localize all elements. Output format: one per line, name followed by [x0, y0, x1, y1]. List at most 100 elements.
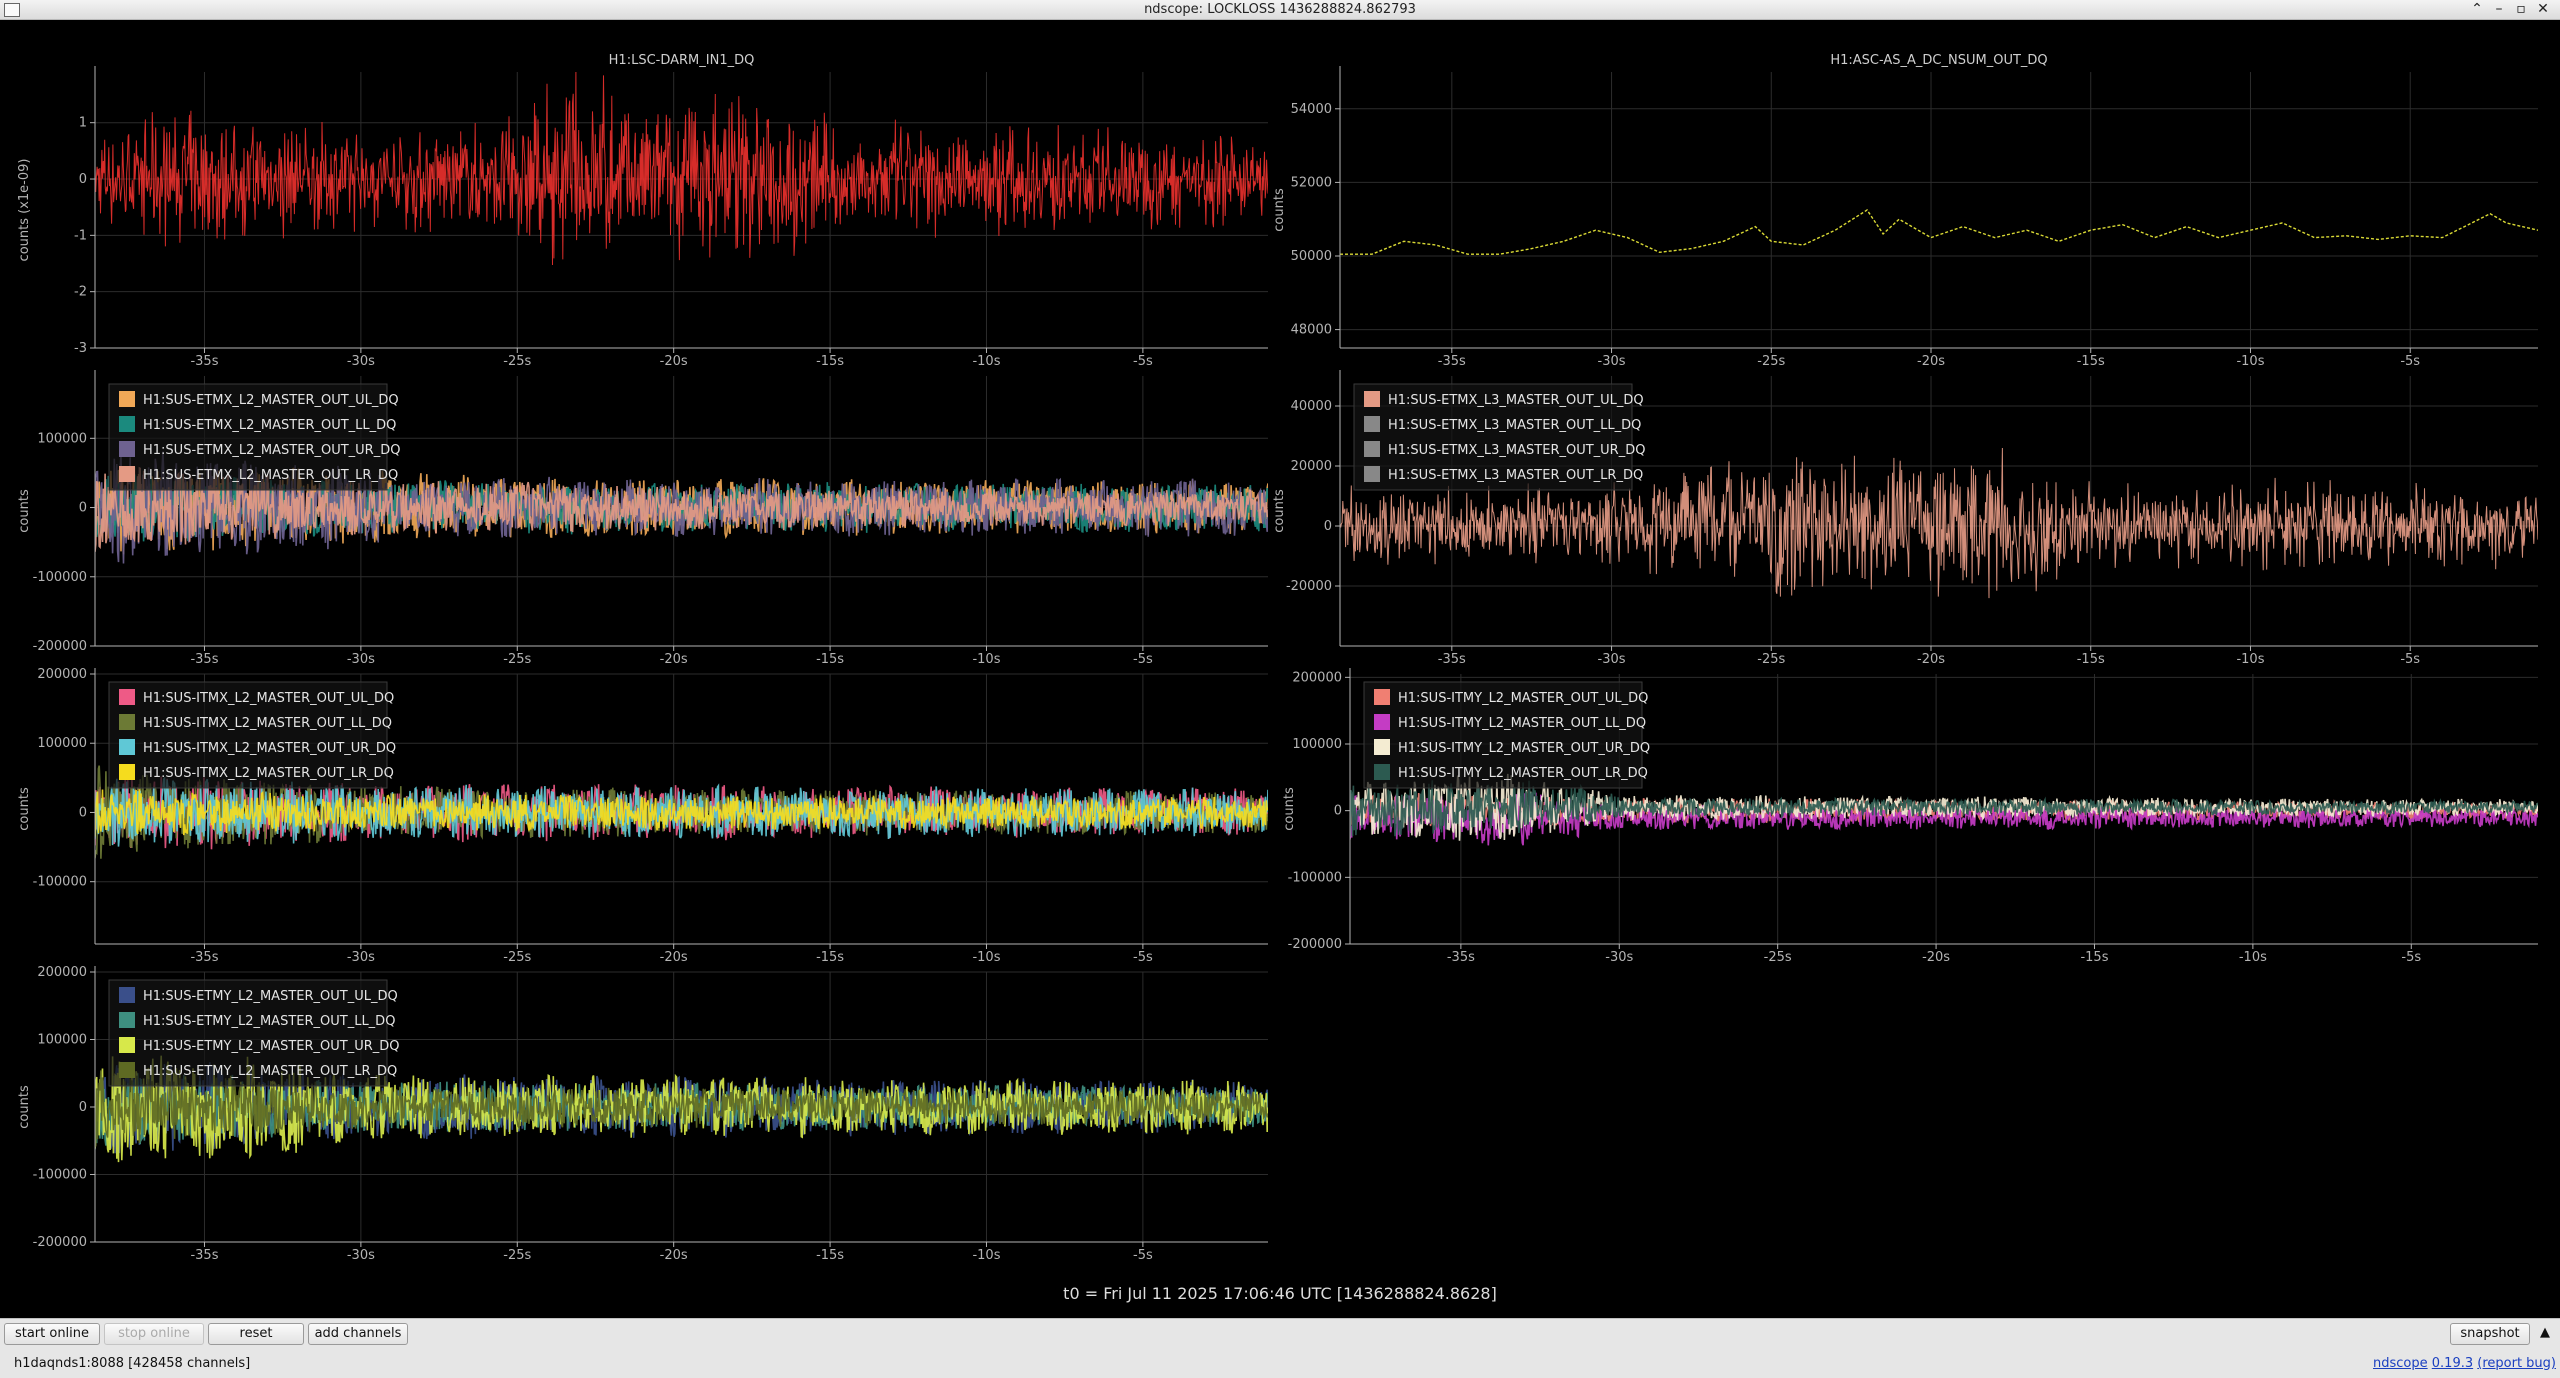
series-line-4: [95, 466, 1268, 552]
maximize-window-button[interactable]: ▫: [2516, 1, 2526, 17]
y-axis-label: counts: [1272, 188, 1287, 232]
legend-label[interactable]: H1:SUS-ETMX_L2_MASTER_OUT_LL_DQ: [143, 418, 396, 433]
plot-area: H1:LSC-DARM_IN1_DQ -35s -30s -25s -20s -15s -1…: [0, 20, 2560, 1318]
statusbar: h1daqnds1:8088 [428458 channels] ndscope…: [0, 1350, 2560, 1378]
legend-label[interactable]: H1:SUS-ETMX_L2_MASTER_OUT_LR_DQ: [143, 468, 398, 483]
shade-window-button[interactable]: ⌃: [2471, 1, 2483, 17]
legend-box: [108, 383, 388, 491]
x-tick-label: -30s: [1598, 652, 1626, 667]
start-online-button[interactable]: start online: [4, 1323, 100, 1345]
legend-swatch: [1364, 441, 1380, 457]
legend-label[interactable]: H1:SUS-ETMY_L2_MASTER_OUT_UR_DQ: [143, 1039, 400, 1054]
x-tick-label: -30s: [1605, 950, 1633, 965]
x-tick-label: -15s: [2080, 950, 2108, 965]
y-tick-label: 0: [1324, 519, 1332, 534]
legend-swatch: [119, 739, 135, 755]
y-tick-label: 40000: [1291, 399, 1332, 414]
chart-title: H1:ASC-AS_A_DC_NSUM_OUT_DQ: [1830, 53, 2047, 68]
x-tick-label: -35s: [1438, 652, 1466, 667]
x-tick-label: -5s: [2400, 354, 2420, 369]
y-tick-label: -100000: [33, 1168, 87, 1183]
y-tick-label: 48000: [1291, 323, 1332, 338]
y-tick-label: 0: [79, 172, 87, 187]
legend-label[interactable]: H1:SUS-ITMY_L2_MASTER_OUT_LL_DQ: [1398, 716, 1646, 731]
series-line-3: [95, 451, 1268, 564]
legend-label[interactable]: H1:SUS-ITMX_L2_MASTER_OUT_LR_DQ: [143, 766, 394, 781]
legend-label[interactable]: H1:SUS-ETMY_L2_MASTER_OUT_LL_DQ: [143, 1014, 395, 1029]
toolbar: start online stop online reset add chann…: [0, 1318, 2560, 1350]
x-tick-label: -10s: [972, 652, 1000, 667]
report-bug-link[interactable]: (report bug): [2477, 1356, 2556, 1371]
legend-label[interactable]: H1:SUS-ETMX_L3_MASTER_OUT_UL_DQ: [1388, 393, 1644, 408]
legend-swatch: [1364, 466, 1380, 482]
x-tick-label: -20s: [660, 950, 688, 965]
reset-button[interactable]: reset: [208, 1323, 304, 1345]
x-tick-label: -35s: [190, 652, 218, 667]
legend-label[interactable]: H1:SUS-ITMY_L2_MASTER_OUT_UR_DQ: [1398, 741, 1650, 756]
add-channels-button[interactable]: add channels: [308, 1323, 408, 1345]
chart-panel-3: -35s -30s -25s -20s -15s -10s -5s 100000 0 -10000…: [17, 370, 1268, 667]
app-icon: [4, 3, 20, 17]
legend-label[interactable]: H1:SUS-ETMX_L2_MASTER_OUT_UL_DQ: [143, 393, 399, 408]
x-tick-label: -25s: [503, 354, 531, 369]
x-tick-label: -30s: [347, 950, 375, 965]
y-axis-label: counts: [17, 489, 32, 533]
x-tick-label: -15s: [816, 652, 844, 667]
series-line-4: [95, 1070, 1268, 1148]
y-tick-label: 100000: [1292, 737, 1342, 752]
y-tick-label: 20000: [1291, 459, 1332, 474]
window-title: ndscope: LOCKLOSS 1436288824.862793: [1144, 2, 1416, 17]
x-tick-label: -20s: [660, 1248, 688, 1263]
series-line-1: [95, 72, 1268, 266]
legend-swatch: [119, 1012, 135, 1028]
legend-label[interactable]: H1:SUS-ITMY_L2_MASTER_OUT_UL_DQ: [1398, 691, 1648, 706]
minimize-window-button[interactable]: –: [2495, 1, 2503, 17]
x-tick-label: -5s: [1133, 1248, 1153, 1263]
legend-label[interactable]: H1:SUS-ITMX_L2_MASTER_OUT_UR_DQ: [143, 741, 396, 756]
legend-label[interactable]: H1:SUS-ETMX_L3_MASTER_OUT_UR_DQ: [1388, 443, 1645, 458]
series-line-1: [1340, 447, 2538, 599]
y-tick-label: -200000: [33, 1235, 87, 1250]
legend-label[interactable]: H1:SUS-ITMY_L2_MASTER_OUT_LR_DQ: [1398, 766, 1648, 781]
legend-label[interactable]: H1:SUS-ETMY_L2_MASTER_OUT_LR_DQ: [143, 1064, 397, 1079]
x-tick-label: -25s: [1757, 354, 1785, 369]
y-tick-label: -100000: [33, 570, 87, 585]
x-tick-label: -20s: [1922, 950, 1950, 965]
x-tick-label: -10s: [2236, 652, 2264, 667]
x-tick-label: -20s: [660, 652, 688, 667]
window-controls: ⌃ – ▫ ✕: [2466, 1, 2554, 17]
y-tick-label: 100000: [37, 1033, 87, 1048]
x-tick-label: -5s: [1133, 354, 1153, 369]
series-group: [1350, 773, 2538, 846]
legend-label[interactable]: H1:SUS-ETMY_L2_MASTER_OUT_UL_DQ: [143, 989, 398, 1004]
ndscope-link[interactable]: ndscope: [2373, 1356, 2428, 1371]
x-tick-label: -10s: [2236, 354, 2264, 369]
toolbar-menu-arrow-icon[interactable]: ▲: [2540, 1325, 2550, 1340]
chart-panel-6: -35s -30s -25s -20s -15s -10s -5s 200000 100000 0…: [1282, 668, 2538, 965]
legend-label[interactable]: H1:SUS-ITMX_L2_MASTER_OUT_LL_DQ: [143, 716, 392, 731]
x-tick-label: -20s: [1917, 354, 1945, 369]
y-axis-label: counts: [1282, 787, 1297, 831]
legend-label[interactable]: H1:SUS-ITMX_L2_MASTER_OUT_UL_DQ: [143, 691, 394, 706]
window-titlebar: ndscope: LOCKLOSS 1436288824.862793 ⌃ – ▫ ✕: [0, 0, 2560, 20]
x-tick-label: -15s: [2077, 354, 2105, 369]
legend-swatch: [1364, 416, 1380, 432]
version-info: ndscope 0.19.3 (report bug): [2373, 1356, 2556, 1371]
x-tick-label: -25s: [503, 950, 531, 965]
legend-swatch: [119, 764, 135, 780]
y-tick-label: -20000: [1286, 579, 1332, 594]
legend-swatch: [1374, 739, 1390, 755]
legend-label[interactable]: H1:SUS-ETMX_L2_MASTER_OUT_UR_DQ: [143, 443, 400, 458]
legend-swatch: [1364, 391, 1380, 407]
x-tick-label: -30s: [347, 354, 375, 369]
snapshot-button[interactable]: snapshot: [2450, 1323, 2530, 1345]
x-tick-label: -5s: [2401, 950, 2421, 965]
close-window-button[interactable]: ✕: [2537, 1, 2549, 17]
x-tick-label: -15s: [816, 354, 844, 369]
series-line-4: [95, 789, 1268, 837]
legend-label[interactable]: H1:SUS-ETMX_L3_MASTER_OUT_LR_DQ: [1388, 468, 1643, 483]
series-group: [1340, 447, 2538, 599]
legend-label[interactable]: H1:SUS-ETMX_L3_MASTER_OUT_LL_DQ: [1388, 418, 1641, 433]
stop-online-button[interactable]: stop online: [104, 1323, 204, 1345]
version-link[interactable]: 0.19.3: [2431, 1356, 2474, 1371]
